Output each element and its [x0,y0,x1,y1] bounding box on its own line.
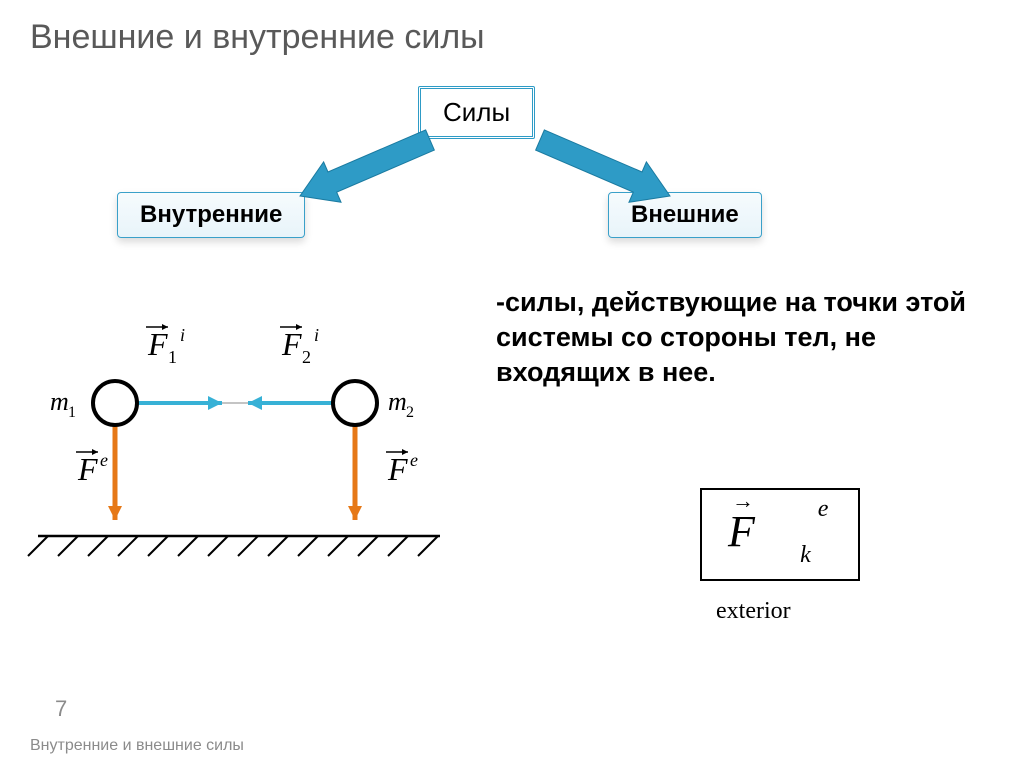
svg-text:e: e [100,450,108,470]
svg-text:F: F [77,451,98,487]
page-number: 7 [55,696,67,722]
svg-text:1: 1 [168,347,177,367]
svg-text:2: 2 [406,404,414,421]
footer-text: Внутренние и внешние силы [30,737,244,755]
svg-text:F: F [281,326,302,362]
svg-text:2: 2 [302,347,311,367]
svg-text:m: m [388,387,407,416]
svg-text:i: i [180,325,185,345]
svg-text:m: m [50,387,69,416]
svg-text:1: 1 [68,404,76,421]
svg-text:F: F [387,451,408,487]
svg-text:F: F [147,326,168,362]
physics-diagram: m1m2F1iF2iFeFe [0,0,1024,767]
svg-text:i: i [314,325,319,345]
svg-text:e: e [410,450,418,470]
